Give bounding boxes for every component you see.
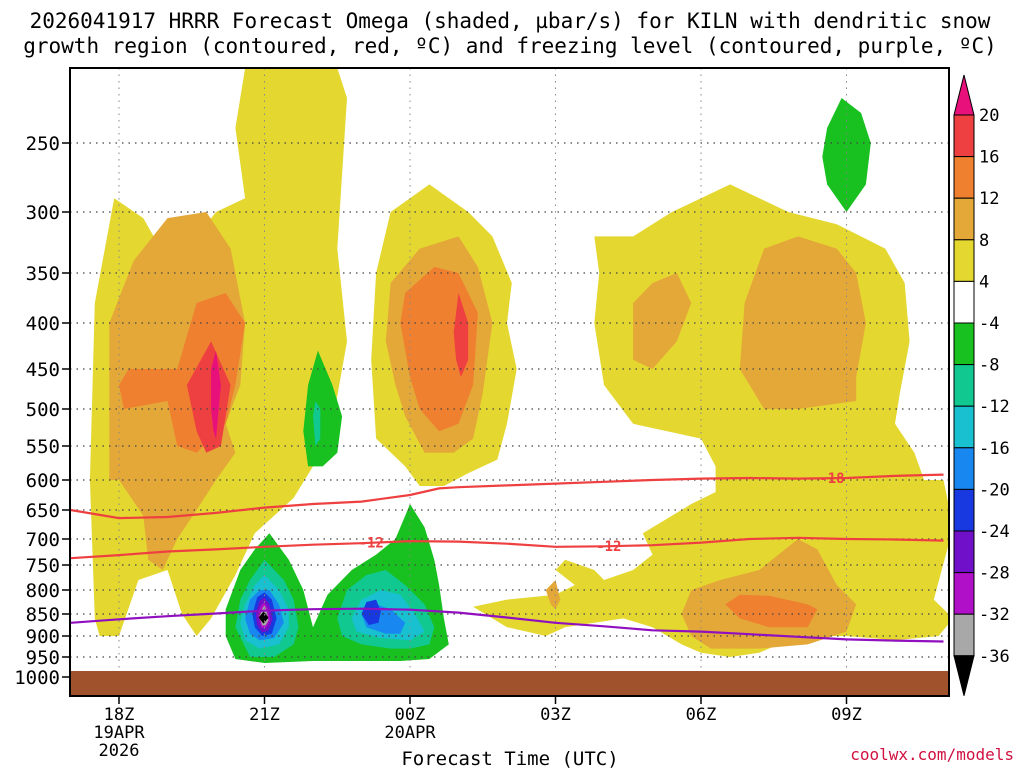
omega-region-neg8-midleft bbox=[313, 401, 321, 446]
colorbar-swatch bbox=[953, 488, 975, 532]
contour-line bbox=[70, 536, 944, 560]
colorbar-label: -24 bbox=[979, 522, 1010, 542]
omega-region-8-right-mid bbox=[633, 273, 692, 369]
y-tick-label: 250 bbox=[26, 133, 60, 155]
contour-line bbox=[70, 473, 944, 520]
omega-region-8-right-upper bbox=[739, 236, 866, 409]
x-tick-label: 19APR bbox=[93, 723, 145, 743]
contour-line bbox=[70, 607, 944, 643]
colorbar-swatch bbox=[953, 322, 975, 366]
y-axis: 2503003504004505005506006507007508008509… bbox=[14, 133, 70, 689]
x-tick-label: 18Z bbox=[104, 705, 135, 725]
y-tick-label: 1000 bbox=[14, 667, 60, 689]
colorbar-label: 12 bbox=[979, 189, 999, 209]
colorbar-swatch bbox=[953, 655, 975, 696]
omega-region-12-right-lower bbox=[725, 594, 818, 628]
y-tick-label: 600 bbox=[26, 470, 60, 492]
y-tick-label: 400 bbox=[26, 313, 60, 335]
x-tick-label: 21Z bbox=[249, 705, 280, 725]
contour-label: -12 bbox=[359, 536, 384, 552]
contour-label: -18 bbox=[819, 471, 844, 487]
colorbar-swatch bbox=[953, 114, 975, 158]
y-tick-label: 850 bbox=[26, 604, 60, 626]
y-tick-label: 700 bbox=[26, 529, 60, 551]
colorbar-label: -8 bbox=[979, 356, 999, 376]
y-tick-label: 800 bbox=[26, 580, 60, 602]
colorbar-swatch bbox=[953, 364, 975, 407]
ground-layer bbox=[70, 671, 949, 696]
colorbar-label: -32 bbox=[979, 605, 1010, 625]
colorbar-swatch bbox=[953, 447, 975, 490]
colorbar-label: -4 bbox=[979, 314, 999, 334]
y-tick-label: 750 bbox=[26, 555, 60, 577]
colorbar-swatch bbox=[953, 572, 975, 615]
colorbar-label: 8 bbox=[979, 231, 989, 251]
colorbar-swatch bbox=[953, 405, 975, 449]
colorbar-swatch bbox=[953, 239, 975, 282]
colorbar-swatch bbox=[953, 197, 975, 241]
plot-frame bbox=[69, 67, 950, 697]
chart-title-line2: growth region (contoured, red, ºC) and f… bbox=[23, 34, 997, 58]
contour-lines: -18 -12 -12 bbox=[70, 471, 944, 643]
y-tick-label: 500 bbox=[26, 399, 60, 421]
x-tick-label: 03Z bbox=[540, 705, 571, 725]
omega-region-8-small bbox=[545, 580, 561, 610]
colorbar-label: -20 bbox=[979, 480, 1010, 500]
y-tick-label: 350 bbox=[26, 263, 60, 285]
omega-region-neg20-b bbox=[361, 599, 381, 625]
colorbar-label: 16 bbox=[979, 148, 999, 168]
colorbar: 20 16 12 8 4 -4 -8 -12 -16 -20 -24 -28 -32 -36 bbox=[953, 74, 1010, 696]
colorbar-label: -36 bbox=[979, 647, 1010, 667]
colorbar-label: -28 bbox=[979, 564, 1010, 584]
colorbar-swatch bbox=[953, 280, 975, 324]
y-tick-label: 950 bbox=[26, 647, 60, 669]
colorbar-swatch bbox=[953, 530, 975, 574]
omega-region-neg4-midleft bbox=[303, 350, 343, 467]
colorbar-swatch bbox=[953, 156, 975, 199]
omega-region-16-center bbox=[453, 293, 469, 377]
x-tick-label: 00Z bbox=[395, 705, 426, 725]
colorbar-swatch bbox=[953, 74, 975, 116]
colorbar-label: -12 bbox=[979, 397, 1010, 417]
colorbar-label: -16 bbox=[979, 439, 1010, 459]
omega-region-8-right-lower bbox=[681, 539, 857, 649]
colorbar-label: 20 bbox=[979, 106, 999, 126]
chart-title-line1: 2026041917 HRRR Forecast Omega (shaded, … bbox=[30, 9, 991, 33]
x-axis-label: Forecast Time (UTC) bbox=[401, 748, 618, 768]
colorbar-swatch bbox=[953, 613, 975, 657]
plot-area: -18 -12 -12 bbox=[70, 68, 949, 696]
y-tick-label: 300 bbox=[26, 202, 60, 224]
contour-label: -12 bbox=[596, 539, 621, 555]
x-tick-label: 20APR bbox=[384, 723, 436, 743]
omega-shading bbox=[89, 68, 949, 663]
x-tick-label: 2026 bbox=[99, 741, 140, 761]
y-tick-label: 450 bbox=[26, 359, 60, 381]
y-tick-label: 550 bbox=[26, 436, 60, 458]
y-tick-label: 900 bbox=[26, 626, 60, 648]
credit-text: coolwx.com/models bbox=[850, 745, 1014, 764]
omega-region-neg4-topright bbox=[822, 98, 871, 212]
y-tick-label: 650 bbox=[26, 500, 60, 522]
x-tick-label: 06Z bbox=[686, 705, 717, 725]
colorbar-label: 4 bbox=[979, 272, 989, 292]
omega-region-20-left bbox=[211, 350, 221, 439]
grid bbox=[70, 68, 949, 696]
x-tick-label: 09Z bbox=[831, 705, 862, 725]
